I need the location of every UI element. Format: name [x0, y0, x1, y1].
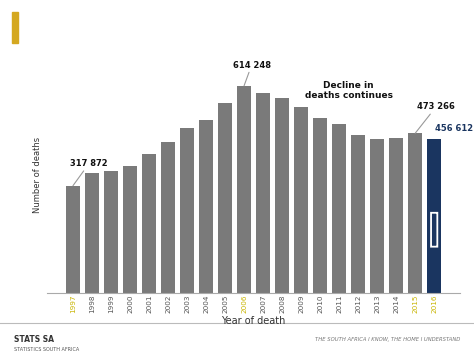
- Bar: [218, 103, 232, 293]
- Bar: [142, 154, 156, 293]
- Bar: [332, 124, 346, 293]
- Bar: [294, 108, 308, 293]
- Y-axis label: Number of deaths: Number of deaths: [33, 137, 42, 213]
- Text: 456 612: 456 612: [435, 124, 473, 133]
- Bar: [85, 173, 99, 293]
- Text: THE SOUTH AFRICA I KNOW, THE HOME I UNDERSTAND: THE SOUTH AFRICA I KNOW, THE HOME I UNDE…: [315, 337, 460, 342]
- Bar: [408, 133, 422, 293]
- Text: STATISTICS SOUTH AFRICA: STATISTICS SOUTH AFRICA: [14, 348, 80, 353]
- Text: Number of deaths in South Africa, 1997−2016: Number of deaths in South Africa, 1997−2…: [31, 21, 340, 34]
- Bar: [104, 170, 118, 293]
- Bar: [389, 138, 403, 293]
- Bar: [161, 142, 175, 293]
- Text: STATS SA: STATS SA: [14, 335, 54, 344]
- Text: Decline in
deaths continues: Decline in deaths continues: [305, 81, 392, 100]
- Text: 614 248: 614 248: [233, 61, 271, 86]
- Bar: [370, 138, 384, 293]
- Bar: [180, 128, 194, 293]
- Bar: [123, 166, 137, 293]
- Text: 473 266: 473 266: [415, 102, 455, 133]
- Bar: [256, 93, 270, 293]
- Text: 317 872: 317 872: [70, 159, 108, 186]
- Bar: [428, 139, 441, 293]
- Bar: [275, 98, 289, 293]
- Bar: [66, 186, 80, 293]
- Bar: [237, 86, 251, 293]
- Bar: [199, 120, 213, 293]
- Bar: [313, 118, 327, 293]
- Bar: [351, 135, 365, 293]
- Bar: [12, 12, 18, 43]
- X-axis label: Year of death: Year of death: [221, 316, 286, 326]
